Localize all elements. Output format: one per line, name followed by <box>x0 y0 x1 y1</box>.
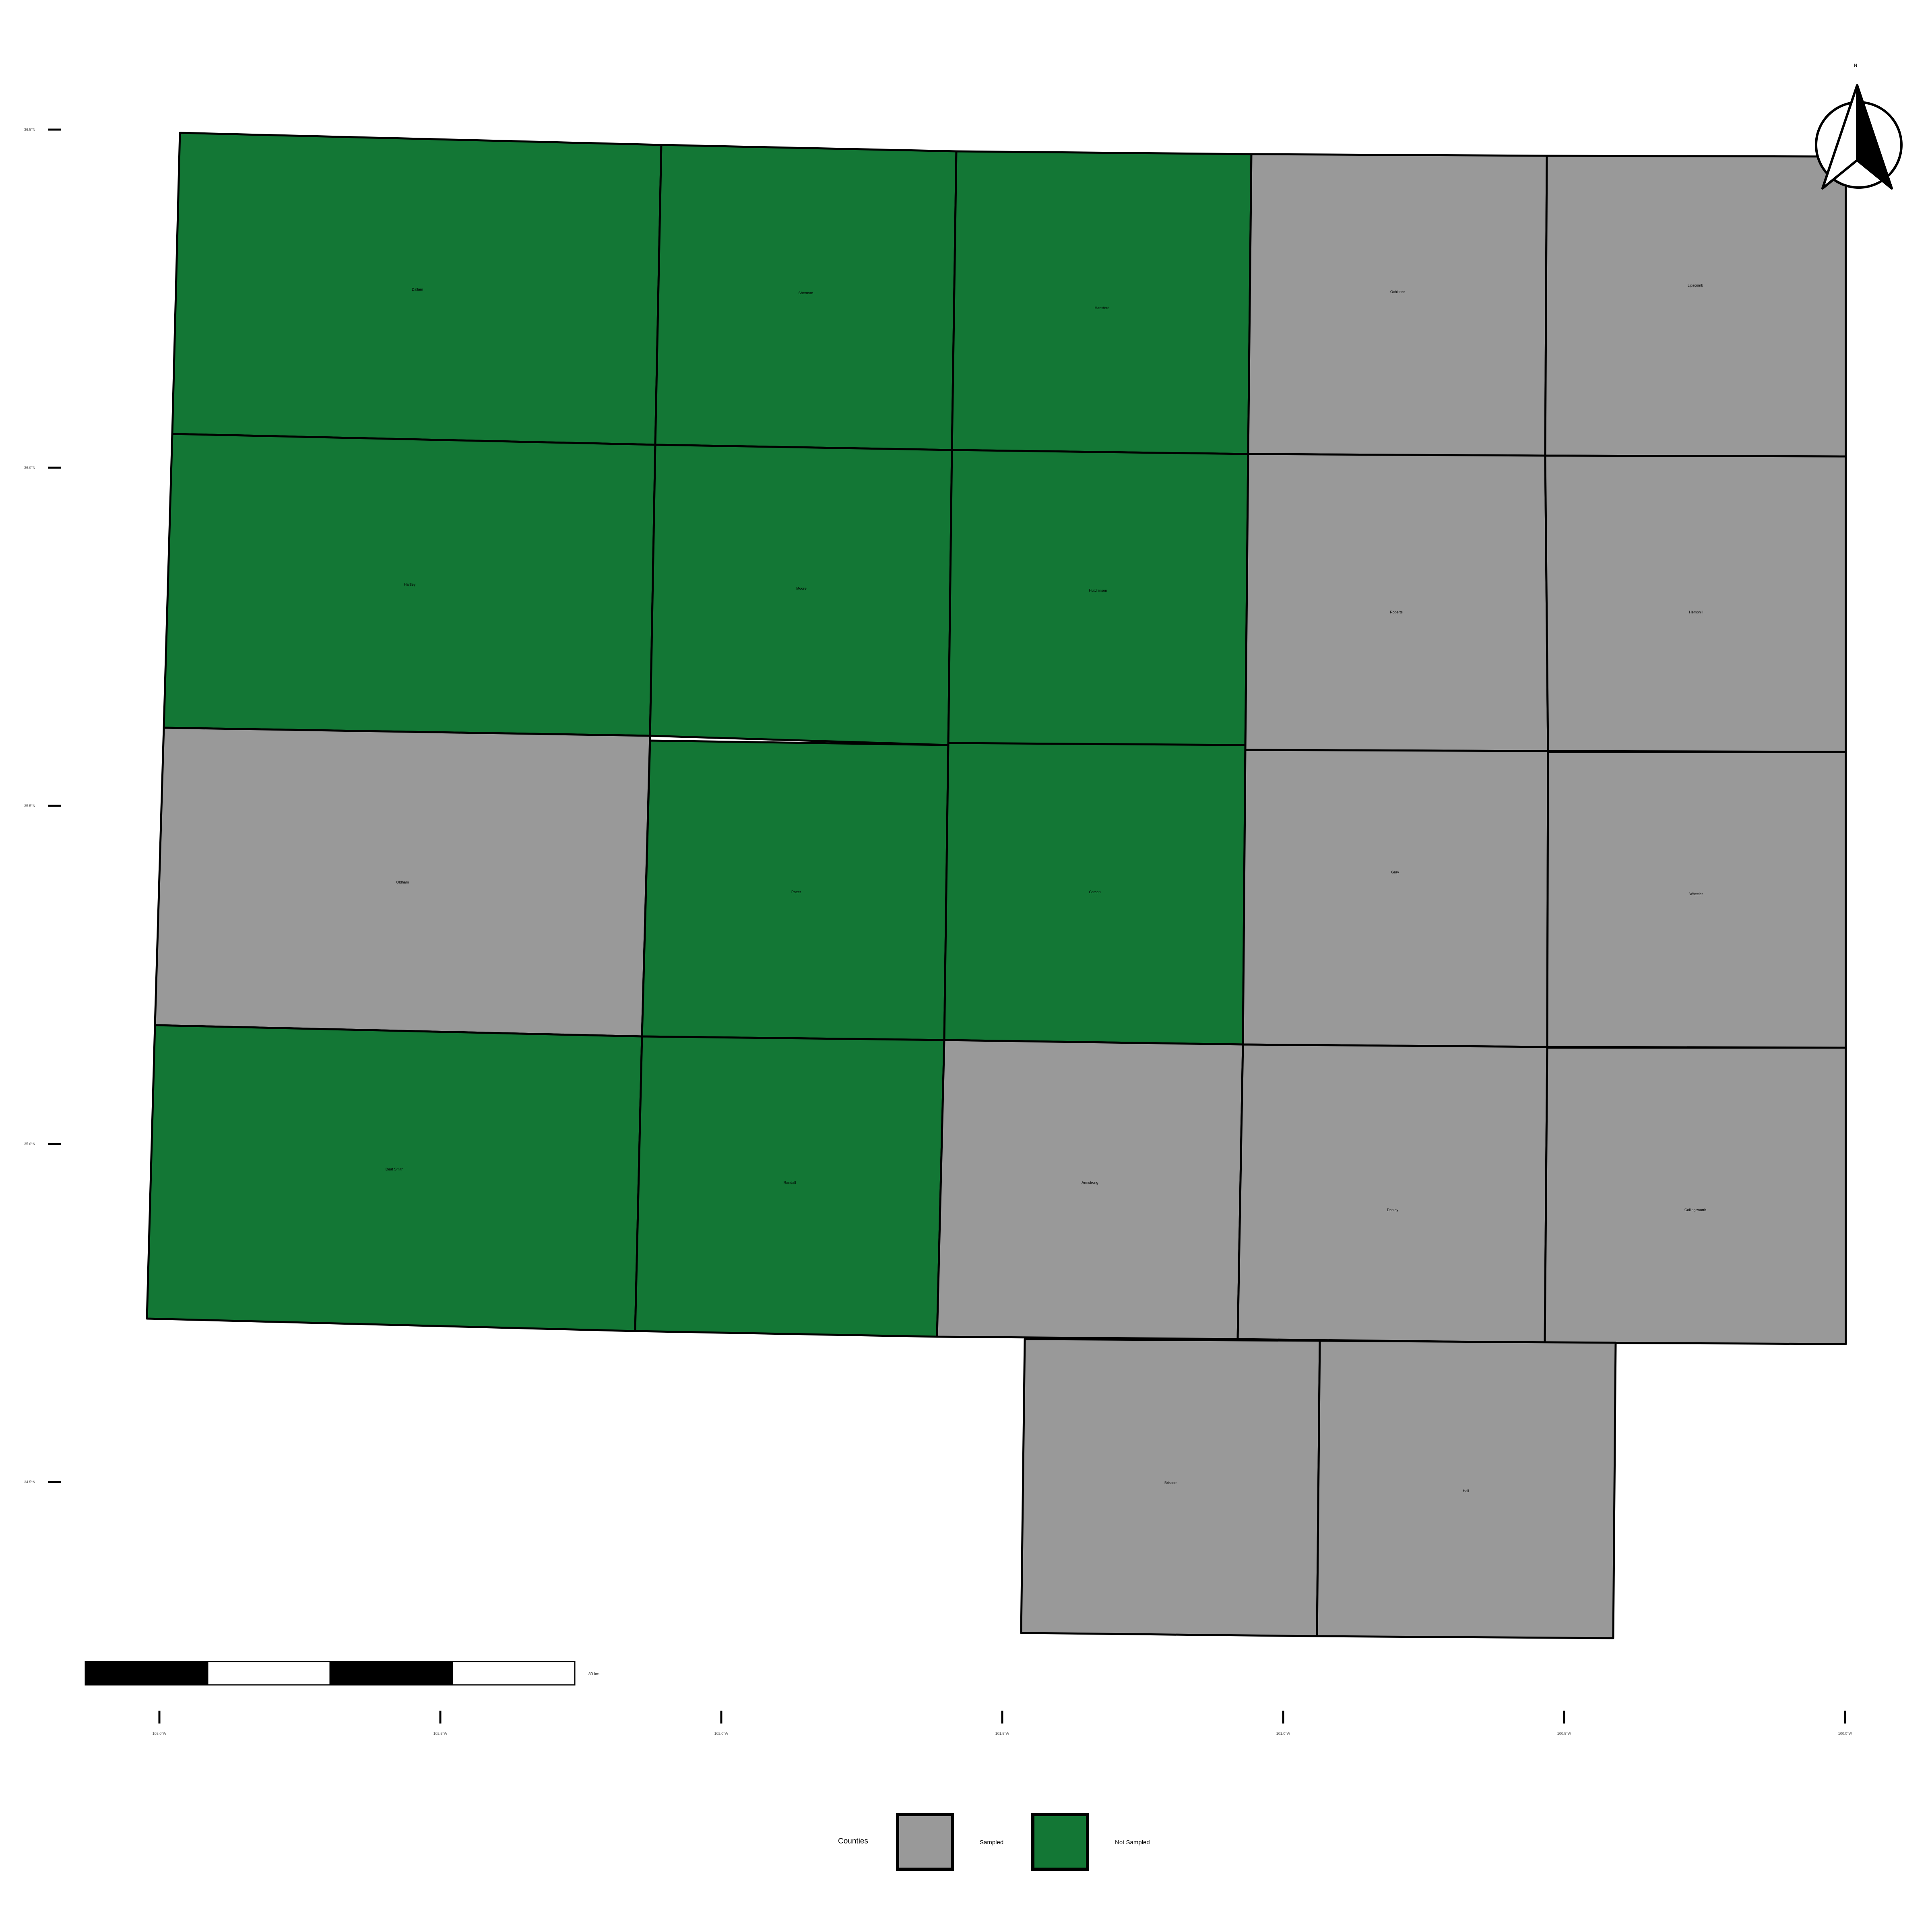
county-label-gray: Gray <box>1391 870 1399 874</box>
lon-label: 100.5°W <box>1557 1732 1571 1736</box>
latitude-axis: 36.5°N 36.0°N 35.5°N 35.0°N 34.5°N <box>24 128 61 1484</box>
county-label-randall: Randall <box>784 1181 796 1185</box>
legend-swatch-not-sampled <box>1031 1813 1089 1871</box>
county-sherman <box>654 144 958 451</box>
legend-label-sampled: Sampled <box>980 1839 1003 1846</box>
lat-label: 36.0°N <box>24 466 35 470</box>
county-donley <box>1236 1043 1548 1344</box>
county-labels-layer: Dallam Sherman Hansford Ochiltree Lipscomb Ha… <box>386 283 1706 1493</box>
county-hansford <box>951 150 1253 455</box>
lat-label: 35.5°N <box>24 804 35 808</box>
county-ochiltree <box>1247 153 1548 457</box>
county-label-ochiltree: Ochiltree <box>1390 290 1405 294</box>
county-label-collingsworth: Collingsworth <box>1684 1208 1706 1212</box>
north-arrow-right-half <box>1856 84 1893 190</box>
scale-segment-white <box>207 1661 331 1686</box>
county-hutchinson <box>947 449 1249 747</box>
county-hall <box>1316 1340 1617 1639</box>
lat-label: 35.0°N <box>24 1142 35 1146</box>
county-label-lipscomb: Lipscomb <box>1688 283 1703 287</box>
county-label-briscoe: Briscoe <box>1164 1481 1177 1485</box>
county-label-carson: Carson <box>1089 890 1100 894</box>
scale-segment-white <box>452 1661 576 1686</box>
longitude-axis: 103.0°W 102.5°W 102.0°W 101.5°W 101.0°W … <box>153 1711 1852 1736</box>
scale-bar: 80 km <box>85 1661 599 1686</box>
lon-label: 103.0°W <box>153 1732 167 1736</box>
county-roberts <box>1244 453 1549 752</box>
legend-title: Counties <box>838 1837 868 1845</box>
county-hemphill <box>1544 454 1847 753</box>
county-deaf-smith <box>146 1024 643 1332</box>
county-label-hansford: Hansford <box>1095 306 1110 310</box>
county-lipscomb <box>1544 155 1847 458</box>
lat-label: 36.5°N <box>24 128 35 132</box>
county-randall <box>634 1035 945 1338</box>
scale-segment-black <box>85 1661 208 1686</box>
county-label-donley: Donley <box>1387 1208 1399 1212</box>
legend-swatch-sampled <box>896 1813 954 1871</box>
county-label-wheeler: Wheeler <box>1689 892 1703 896</box>
county-label-moore: Moore <box>796 586 807 590</box>
county-label-hutchinson: Hutchinson <box>1089 588 1107 592</box>
lon-label: 102.0°W <box>714 1732 729 1736</box>
lon-label: 101.5°W <box>995 1732 1009 1736</box>
county-collingsworth <box>1544 1046 1847 1345</box>
county-label-sherman: Sherman <box>799 291 813 295</box>
county-wheeler <box>1546 751 1847 1049</box>
county-gray <box>1242 749 1549 1048</box>
counties-layer <box>146 132 1847 1639</box>
lon-label: 101.0°W <box>1276 1732 1290 1736</box>
lat-label: 34.5°N <box>24 1480 35 1484</box>
county-moore <box>649 444 953 746</box>
lon-label: 100.0°W <box>1838 1732 1852 1736</box>
county-armstrong <box>936 1039 1244 1340</box>
county-label-roberts: Roberts <box>1390 610 1403 614</box>
county-label-hartley: Hartley <box>404 582 416 586</box>
county-label-armstrong: Armstrong <box>1082 1181 1098 1185</box>
county-label-hall: Hall <box>1463 1489 1469 1493</box>
scale-segment-black <box>329 1661 453 1686</box>
county-label-hemphill: Hemphill <box>1689 610 1703 614</box>
county-label-potter: Potter <box>791 890 801 894</box>
scale-label: 80 km <box>588 1672 599 1676</box>
north-arrow-icon: N <box>1815 63 1903 190</box>
county-briscoe <box>1020 1338 1321 1637</box>
county-label-oldham: Oldham <box>396 880 409 884</box>
county-label-deaf-smith: Deaf Smith <box>386 1167 404 1171</box>
legend-label-not-sampled: Not Sampled <box>1115 1839 1150 1846</box>
north-label: N <box>1854 63 1857 68</box>
lon-label: 102.5°W <box>433 1732 448 1736</box>
county-label-dallam: Dallam <box>412 287 423 291</box>
legend: Counties Sampled Not Sampled <box>838 1813 1150 1871</box>
